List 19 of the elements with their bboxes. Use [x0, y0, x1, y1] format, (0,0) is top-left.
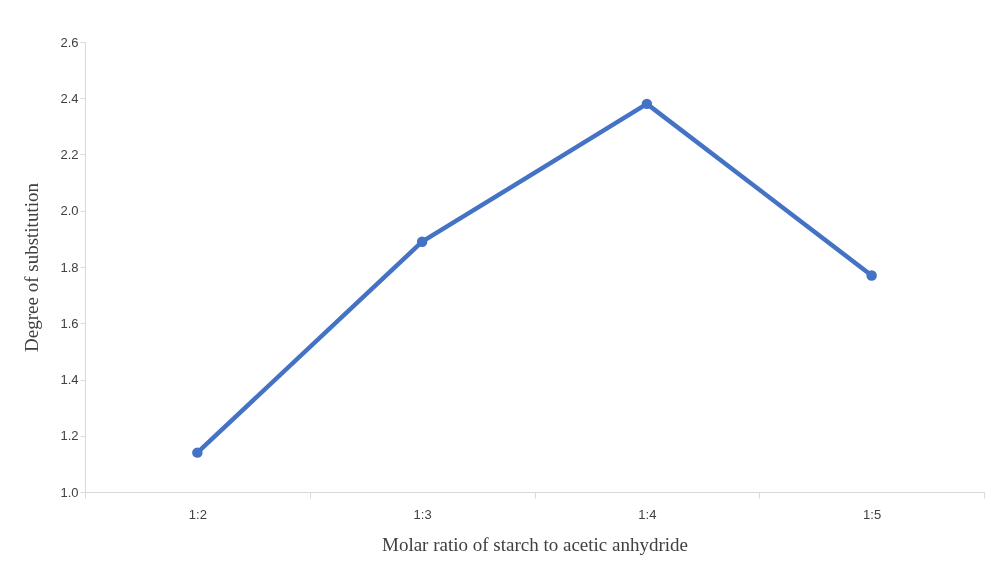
- y-tick-label: 2.2: [60, 147, 79, 162]
- x-tick-label: 1:2: [188, 506, 207, 522]
- point: [192, 447, 203, 458]
- x-tick-label: 1:3: [413, 506, 432, 522]
- point: [866, 270, 877, 281]
- y-tick-label: 2.0: [60, 203, 79, 219]
- x-tick-label: 1:5: [863, 506, 882, 522]
- y-tick-label: 1.4: [60, 372, 79, 387]
- y-tick-label: 1.2: [60, 428, 79, 444]
- y-tick-label: 1.6: [60, 315, 79, 331]
- y-tick-label: 1.8: [60, 259, 79, 275]
- x-tick-label: 1:4: [638, 506, 657, 522]
- y-tick-label: 2.4: [60, 90, 79, 106]
- y-tick-label: 2.6: [60, 34, 79, 50]
- y-tick-label: 1.0: [60, 484, 79, 500]
- point: [416, 236, 428, 247]
- y-axis-title: Degree of substitution: [21, 182, 43, 352]
- x-axis-title: Molar ratio of starch to acetic anhydride: [382, 533, 688, 555]
- point: [641, 98, 653, 110]
